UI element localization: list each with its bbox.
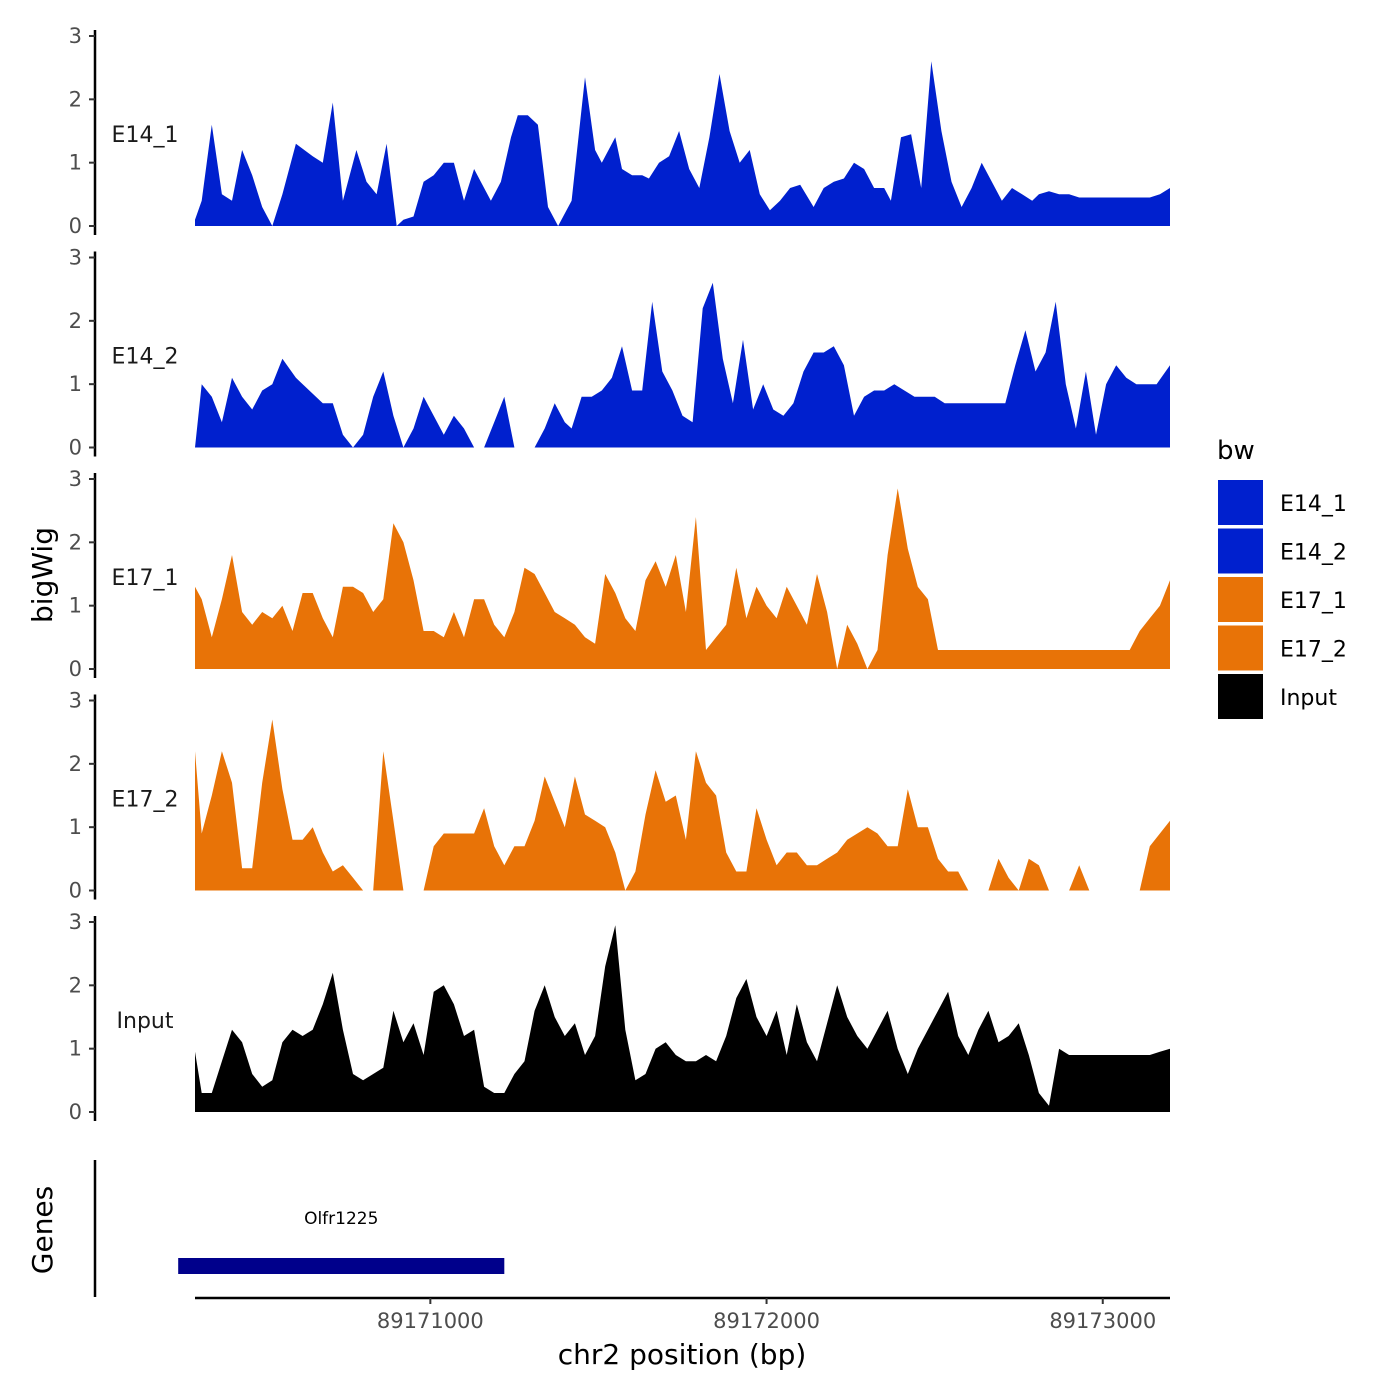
x-tick-label-89172000: 89172000 bbox=[713, 1309, 820, 1333]
track-label-e17-1: E17_1 bbox=[112, 566, 179, 591]
coverage-area-e14-1 bbox=[195, 61, 1170, 226]
genes-axis-title: Genes bbox=[26, 1186, 59, 1274]
track-label-input: Input bbox=[117, 1009, 174, 1034]
legend-swatch-input bbox=[1218, 674, 1263, 719]
x-tick-label-89173000: 89173000 bbox=[1049, 1309, 1156, 1333]
legend-label-e14-1: E14_1 bbox=[1280, 492, 1347, 517]
y-tick-label-e14-1-2: 2 bbox=[69, 87, 82, 111]
y-tick-label-e14-2-0: 0 bbox=[69, 436, 82, 460]
x-tick-label-89171000: 89171000 bbox=[377, 1309, 484, 1333]
y-tick-label-input-2: 2 bbox=[69, 973, 82, 997]
track-e14-1: 0 1 2 3 E14_1 bbox=[69, 24, 1170, 238]
legend-items: E14_1 E14_2 E17_1 E17_2 Input bbox=[1218, 480, 1347, 719]
y-tick-label-e17-1-0: 0 bbox=[69, 657, 82, 681]
track-e17-1: 0 1 2 3 E17_1 bbox=[69, 467, 1170, 681]
y-tick-label-e14-2-1: 1 bbox=[69, 372, 82, 396]
y-tick-label-e17-2-2: 2 bbox=[69, 752, 82, 776]
x-axis-ticks: 89171000 89172000 89173000 bbox=[377, 1298, 1156, 1333]
x-axis-title: chr2 position (bp) bbox=[558, 1338, 807, 1371]
y-tick-label-e14-2-3: 3 bbox=[69, 246, 82, 270]
y-tick-label-e17-1-1: 1 bbox=[69, 594, 82, 618]
track-e17-2: 0 1 2 3 E17_2 bbox=[69, 689, 1170, 903]
legend-label-e14-2: E14_2 bbox=[1280, 541, 1347, 566]
coverage-area-e14-2 bbox=[195, 282, 1170, 448]
coverage-tracks: 0 1 2 3 E14_1 0 1 2 3 E14_2 0 1 2 3 E17_1 0 1 2 3 E17_2 0 1 2 3… bbox=[69, 24, 1170, 1124]
legend: bw E14_1 E14_2 E17_1 E17_2 Input bbox=[1217, 436, 1347, 719]
y-tick-label-input-0: 0 bbox=[69, 1100, 82, 1124]
gene-items: Olfr1225 bbox=[178, 1209, 505, 1274]
coverage-area-e17-2 bbox=[195, 719, 1170, 891]
legend-swatch-e17-2 bbox=[1218, 625, 1263, 671]
legend-label-input: Input bbox=[1280, 686, 1337, 711]
legend-swatch-e14-1 bbox=[1218, 480, 1263, 525]
track-label-e14-2: E14_2 bbox=[112, 345, 179, 370]
gene-body-olfr1225 bbox=[178, 1258, 505, 1274]
y-tick-label-e14-1-3: 3 bbox=[69, 24, 82, 48]
y-tick-label-e17-1-3: 3 bbox=[69, 467, 82, 491]
y-tick-label-e14-2-2: 2 bbox=[69, 309, 82, 333]
y-tick-label-e17-2-3: 3 bbox=[69, 689, 82, 713]
coverage-area-input bbox=[195, 925, 1170, 1112]
track-label-e17-2: E17_2 bbox=[112, 788, 179, 813]
y-tick-label-e14-1-0: 0 bbox=[69, 214, 82, 238]
track-label-e14-1: E14_1 bbox=[112, 123, 179, 148]
y-tick-label-e14-1-1: 1 bbox=[69, 151, 82, 175]
y-tick-label-e17-2-0: 0 bbox=[69, 879, 82, 903]
y-axis-title: bigWig bbox=[26, 527, 59, 623]
y-tick-label-input-1: 1 bbox=[69, 1037, 82, 1061]
coverage-area-e17-1 bbox=[195, 488, 1170, 669]
gene-label-olfr1225: Olfr1225 bbox=[304, 1209, 378, 1229]
y-tick-label-e17-2-1: 1 bbox=[69, 815, 82, 839]
y-tick-label-input-3: 3 bbox=[69, 910, 82, 934]
legend-label-e17-1: E17_1 bbox=[1280, 589, 1347, 614]
y-tick-label-e17-1-2: 2 bbox=[69, 530, 82, 554]
legend-swatch-e17-1 bbox=[1218, 577, 1263, 622]
x-axis: 89171000 89172000 89173000 chr2 position (… bbox=[195, 1296, 1170, 1371]
gene-track: Genes Olfr1225 bbox=[26, 1160, 505, 1297]
legend-swatch-e14-2 bbox=[1218, 528, 1263, 574]
legend-label-e17-2: E17_2 bbox=[1280, 638, 1347, 663]
legend-title: bw bbox=[1217, 436, 1255, 466]
track-input: 0 1 2 3 Input bbox=[69, 910, 1170, 1124]
track-e14-2: 0 1 2 3 E14_2 bbox=[69, 246, 1170, 460]
